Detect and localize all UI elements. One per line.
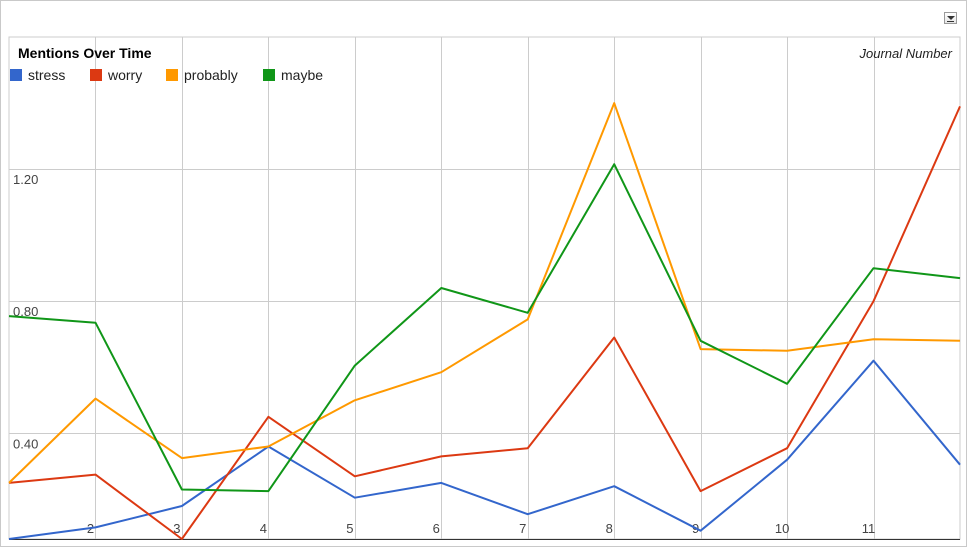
legend-label: maybe xyxy=(281,67,323,83)
legend-swatch xyxy=(90,69,102,81)
chart-menu-button[interactable] xyxy=(944,12,957,24)
x-tick-label: 3 xyxy=(173,521,180,536)
legend-item-stress[interactable]: stress xyxy=(10,67,65,83)
x-tick-label: 7 xyxy=(519,521,526,536)
dropdown-bar-icon xyxy=(947,21,954,22)
chart-legend: stress worry probably maybe xyxy=(10,67,323,83)
legend-label: probably xyxy=(184,67,238,83)
legend-label: stress xyxy=(28,67,65,83)
chart-ticks: 0.400.801.202 3 4 5 6 7 8 9 10 11 xyxy=(13,172,875,536)
legend-swatch xyxy=(166,69,178,81)
series-line-maybe xyxy=(8,163,961,493)
x-tick-label: 6 xyxy=(433,521,440,536)
legend-label: worry xyxy=(107,67,142,83)
y-tick-label: 0.40 xyxy=(13,436,38,451)
x-axis-label: Journal Number xyxy=(859,46,953,61)
x-tick-label: 5 xyxy=(346,521,353,536)
legend-swatch xyxy=(263,69,275,81)
series-line-probably xyxy=(8,102,961,484)
plot-area xyxy=(8,36,961,540)
chart-grid xyxy=(8,36,961,540)
series-line-worry xyxy=(8,105,961,540)
x-tick-label: 11 xyxy=(862,521,876,536)
chart-title: Mentions Over Time xyxy=(18,45,152,61)
legend-item-worry[interactable]: worry xyxy=(90,67,142,83)
series-line-stress xyxy=(8,359,961,540)
x-tick-label: 8 xyxy=(606,521,613,536)
chart-series xyxy=(8,102,961,540)
legend-item-probably[interactable]: probably xyxy=(166,67,238,83)
legend-swatch xyxy=(10,69,22,81)
dropdown-arrow-icon xyxy=(947,16,955,20)
legend-item-maybe[interactable]: maybe xyxy=(263,67,323,83)
x-tick-label: 10 xyxy=(775,521,789,536)
y-tick-label: 1.20 xyxy=(13,172,38,187)
x-tick-label: 4 xyxy=(260,521,267,536)
y-tick-label: 0.80 xyxy=(13,304,38,319)
